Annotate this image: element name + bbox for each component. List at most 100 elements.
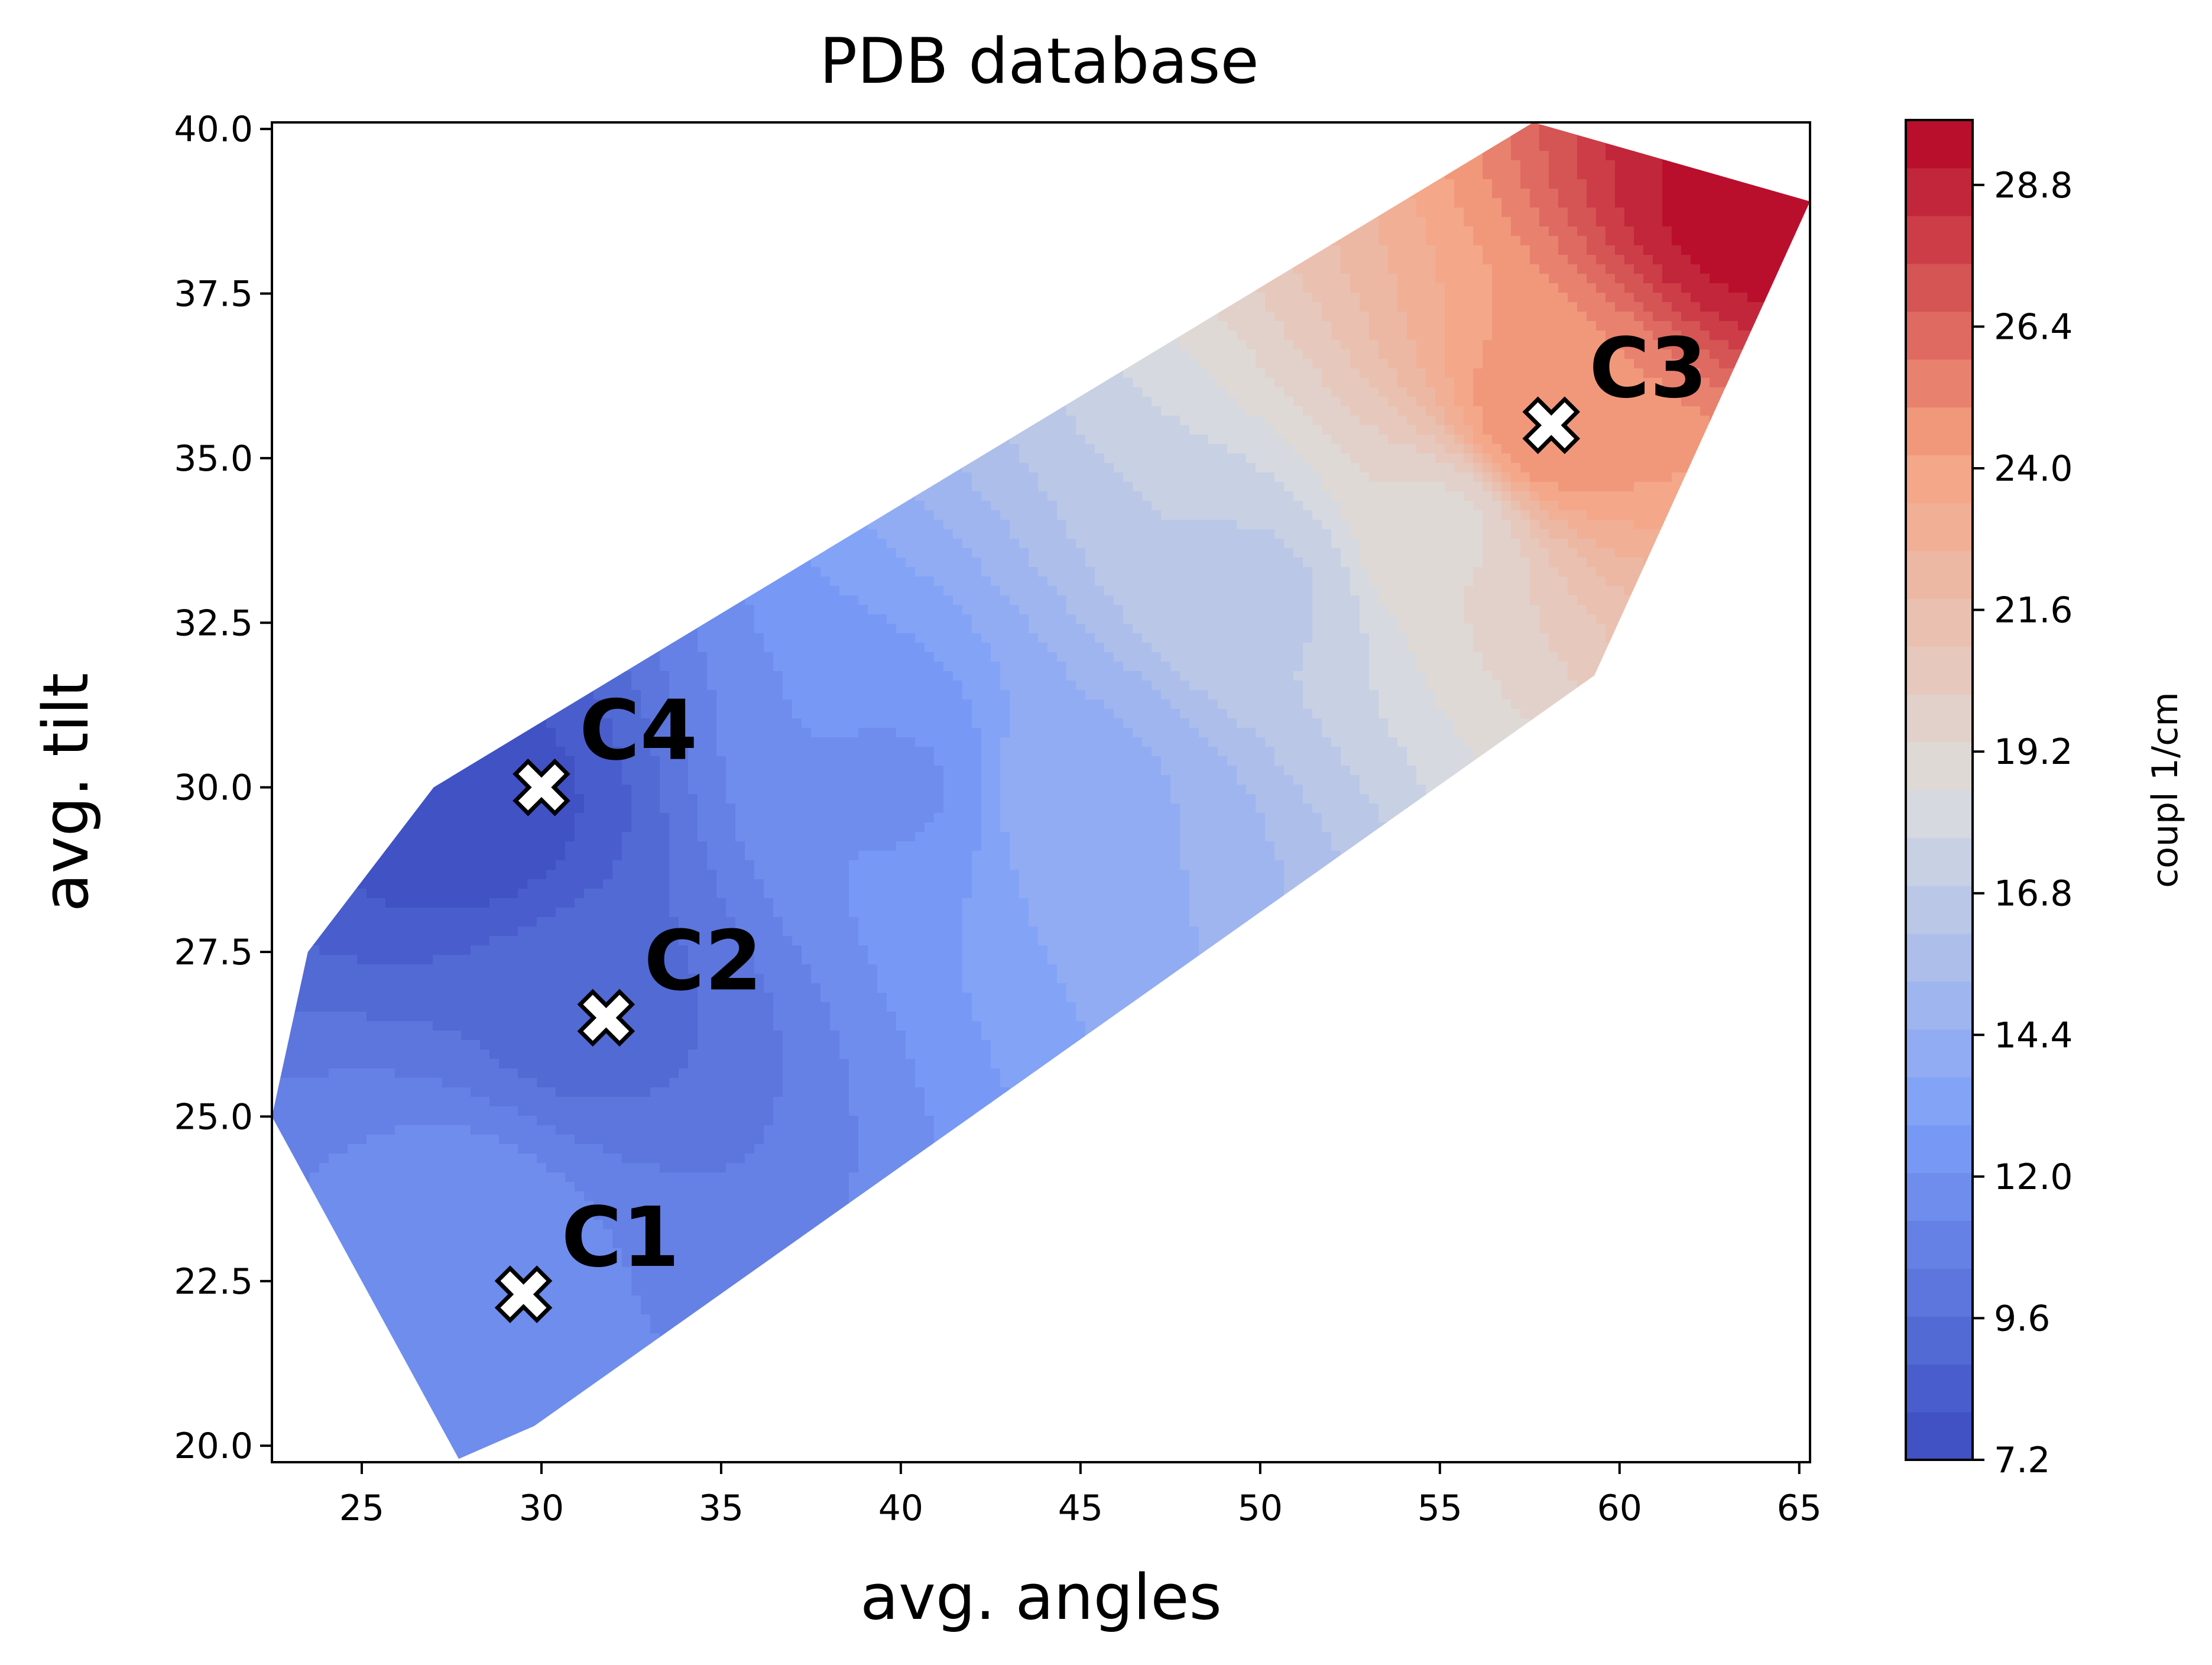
contour-cell xyxy=(603,302,613,312)
contour-cell xyxy=(943,387,953,397)
contour-cell xyxy=(716,217,726,227)
contour-cell xyxy=(1123,245,1133,255)
contour-cell xyxy=(1284,189,1294,199)
contour-cell xyxy=(679,349,689,359)
contour-cell xyxy=(489,132,500,142)
contour-cell xyxy=(348,368,358,378)
contour-cell xyxy=(1142,236,1152,246)
contour-cell xyxy=(688,283,698,293)
contour-cell xyxy=(877,321,887,331)
contour-cell xyxy=(556,331,566,341)
contour-cell xyxy=(1606,274,1616,284)
contour-cell xyxy=(1454,274,1464,284)
contour-cell xyxy=(1549,141,1559,151)
contour-cell xyxy=(537,378,547,388)
contour-cell xyxy=(537,387,547,397)
contour-cell xyxy=(925,406,935,416)
contour-cell xyxy=(404,198,414,208)
contour-cell xyxy=(385,293,395,303)
contour-cell xyxy=(1274,283,1285,293)
contour-cell xyxy=(452,160,462,170)
contour-cell xyxy=(1274,245,1285,255)
contour-cell xyxy=(783,274,793,284)
contour-cell xyxy=(1577,179,1587,189)
contour-cell xyxy=(783,397,793,407)
contour-cell xyxy=(868,179,878,189)
contour-cell xyxy=(1738,179,1748,189)
contour-cell xyxy=(1256,368,1266,378)
contour-cell xyxy=(991,141,1001,151)
contour-cell xyxy=(1133,302,1143,312)
contour-cell xyxy=(1284,255,1294,265)
contour-cell xyxy=(310,368,320,378)
contour-cell xyxy=(1161,283,1171,293)
contour-cell xyxy=(518,132,528,142)
contour-cell xyxy=(1104,321,1114,331)
contour-cell xyxy=(1322,331,1332,341)
contour-cell xyxy=(1379,179,1389,189)
contour-cell xyxy=(811,312,821,322)
contour-cell xyxy=(300,264,310,274)
contour-cell xyxy=(887,397,897,407)
contour-cell xyxy=(1379,397,1389,407)
contour-cell xyxy=(1577,208,1587,218)
contour-cell xyxy=(1397,245,1407,255)
contour-cell xyxy=(943,198,953,208)
contour-cell xyxy=(906,387,916,397)
contour-cell xyxy=(1019,245,1029,255)
contour-cell xyxy=(1161,387,1171,397)
contour-cell xyxy=(1047,122,1058,132)
contour-cell xyxy=(1483,132,1493,142)
contour-cell xyxy=(1492,283,1502,293)
contour-cell xyxy=(925,387,935,397)
contour-cell xyxy=(546,397,556,407)
contour-cell xyxy=(1312,236,1322,246)
contour-cell xyxy=(348,122,358,132)
contour-cell xyxy=(1738,340,1748,350)
contour-cell xyxy=(1180,264,1190,274)
contour-cell xyxy=(1369,132,1379,142)
contour-cell xyxy=(1350,236,1360,246)
contour-cell xyxy=(1549,226,1559,237)
contour-cell xyxy=(1237,274,1247,284)
contour-cell xyxy=(272,397,282,407)
contour-cell xyxy=(1492,274,1502,284)
contour-cell xyxy=(1000,179,1010,189)
contour-cell xyxy=(745,160,755,170)
contour-cell xyxy=(395,331,405,341)
contour-cell xyxy=(641,378,651,388)
contour-cell xyxy=(925,217,935,227)
contour-cell xyxy=(376,141,386,151)
contour-cell xyxy=(357,217,367,227)
contour-cell xyxy=(1256,236,1266,246)
contour-cell xyxy=(395,226,405,237)
contour-cell xyxy=(281,302,291,312)
contour-cell xyxy=(1076,226,1086,237)
contour-cell xyxy=(622,255,632,265)
contour-cell xyxy=(1010,151,1020,161)
contour-cell xyxy=(1066,132,1076,142)
contour-cell xyxy=(1152,331,1162,341)
contour-cell xyxy=(868,132,878,142)
contour-cell xyxy=(1076,245,1086,255)
contour-cell xyxy=(433,255,443,265)
contour-cell xyxy=(1199,170,1209,180)
contour-cell xyxy=(981,255,991,265)
contour-cell xyxy=(300,274,310,284)
contour-cell xyxy=(1568,226,1578,237)
contour-cell xyxy=(688,264,698,274)
contour-cell xyxy=(773,141,783,151)
contour-cell xyxy=(698,245,708,255)
contour-cell xyxy=(1539,264,1549,274)
contour-cell xyxy=(1227,321,1237,331)
contour-cell xyxy=(896,378,906,388)
contour-cell xyxy=(1057,302,1067,312)
contour-cell xyxy=(489,378,500,388)
contour-cell xyxy=(1511,236,1521,246)
contour-cell xyxy=(764,245,774,255)
contour-cell xyxy=(962,245,972,255)
contour-cell xyxy=(442,349,452,359)
contour-cell xyxy=(1388,387,1398,397)
contour-cell xyxy=(1483,170,1493,180)
contour-cell xyxy=(773,245,783,255)
